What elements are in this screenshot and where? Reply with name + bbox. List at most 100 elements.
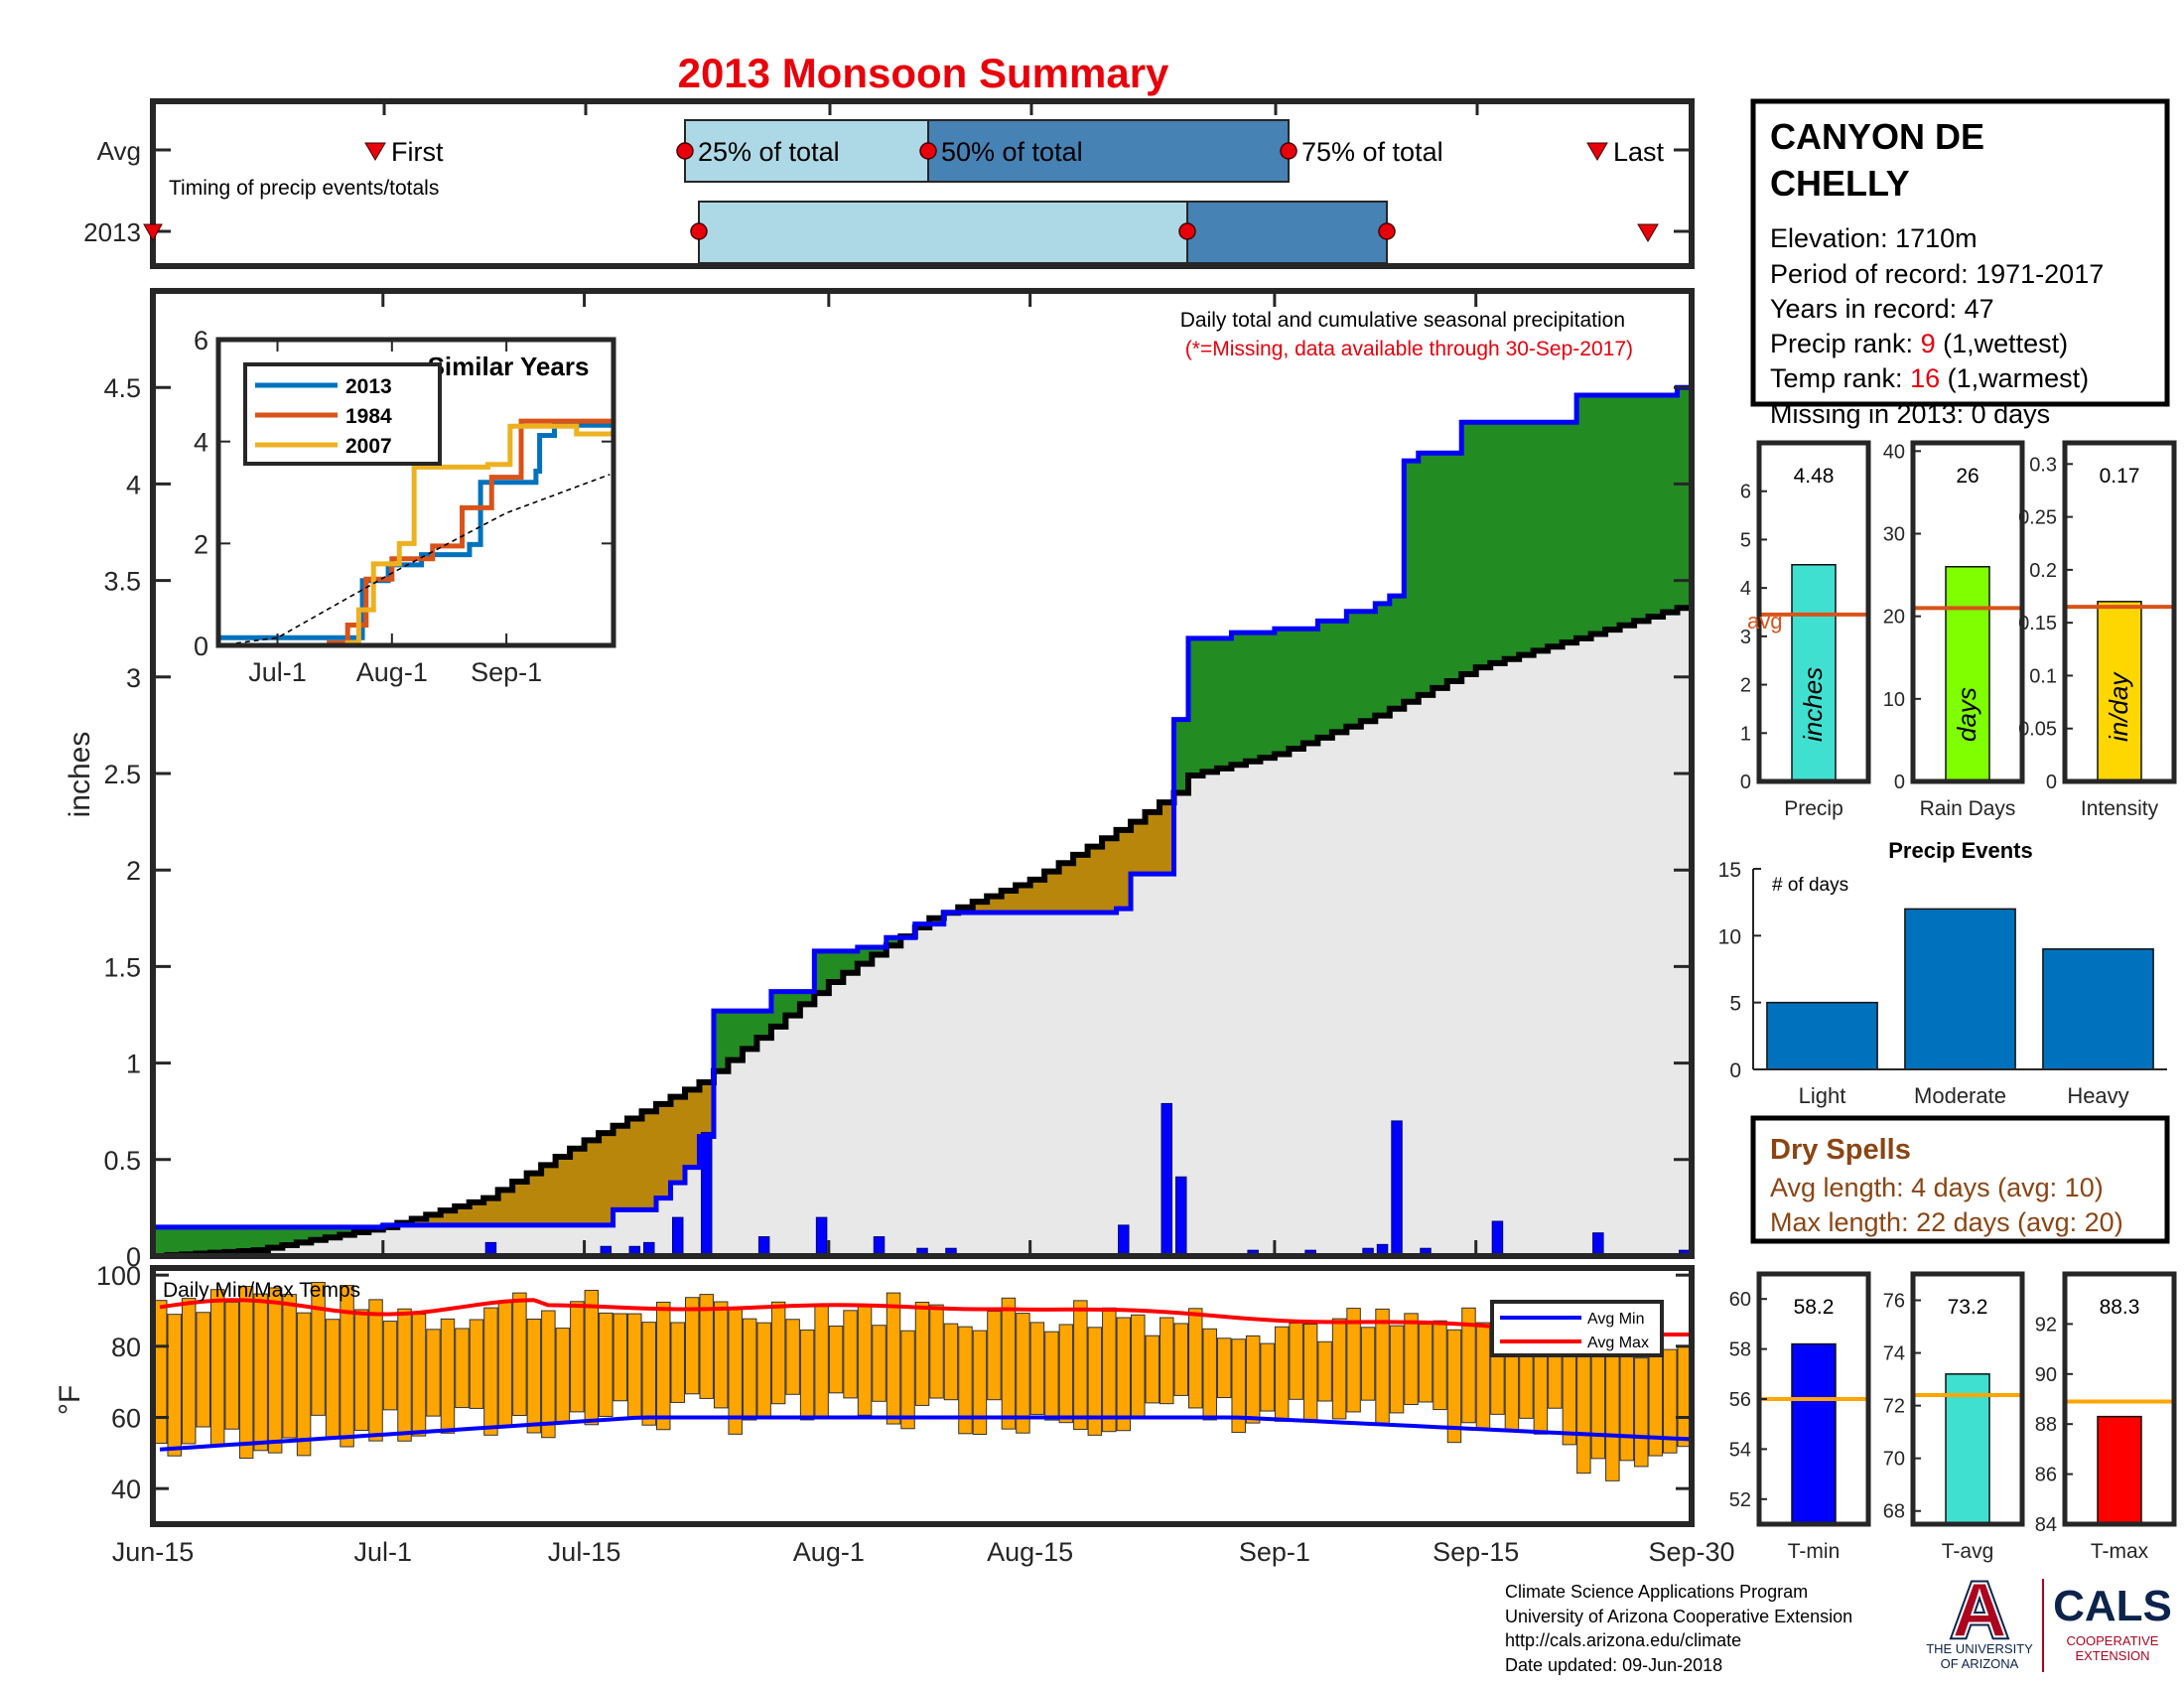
below-average-fill xyxy=(1001,891,1017,913)
obs-50-marker xyxy=(1178,222,1196,240)
daily-temp-bar xyxy=(1001,1297,1017,1430)
mini-y-tick-label: 40 xyxy=(1883,441,1905,463)
events-y-tick-label: 10 xyxy=(1718,925,1741,948)
daily-temp-bar xyxy=(1187,1308,1203,1409)
above-average-fill xyxy=(857,946,874,964)
mini-y-tick-label: 84 xyxy=(2035,1514,2057,1536)
daily-temp-bar xyxy=(900,1330,915,1430)
main-note-1: Daily total and cumulative seasonal prec… xyxy=(1180,309,1625,332)
below-average-fill xyxy=(469,1201,484,1225)
mini-unit-label: in/day xyxy=(2104,671,2133,742)
dry-spells-max: Max length: 22 days (avg: 20) xyxy=(1770,1207,2123,1237)
daily-precip-bar xyxy=(1391,1120,1403,1256)
mini-y-tick-label: 68 xyxy=(1883,1501,1905,1523)
legend-avgmin-label: Avg Min xyxy=(1587,1311,1645,1328)
mini-bar-1 xyxy=(1945,1373,1990,1525)
daily-temp-bar xyxy=(340,1285,354,1448)
daily-temp-bar xyxy=(1375,1308,1390,1426)
footer-line-1: Climate Science Applications Program xyxy=(1505,1582,1808,1602)
mini-y-tick-label: 76 xyxy=(1883,1291,1905,1313)
x-tick-label: Jun-15 xyxy=(112,1537,195,1567)
below-average-fill xyxy=(972,902,988,913)
above-average-fill xyxy=(1360,611,1377,722)
mini-value-label: 73.2 xyxy=(1948,1296,1988,1319)
daily-temp-bar xyxy=(253,1293,268,1452)
y-tick-label: 2 xyxy=(126,856,141,886)
daily-temp-bar xyxy=(1475,1322,1491,1431)
avg-last-marker xyxy=(1586,142,1608,161)
cals-line-1: COOPERATIVE xyxy=(2067,1633,2159,1648)
daily-temp-bar xyxy=(799,1329,815,1421)
avg-75-marker xyxy=(1280,142,1297,160)
daily-temp-bar xyxy=(455,1328,470,1409)
mini-category-label: Intensity xyxy=(2081,797,2159,820)
mini-category-label: T-avg xyxy=(1942,1540,1994,1563)
above-average-fill xyxy=(1245,633,1262,762)
similar-line-2007 xyxy=(218,423,614,645)
above-average-fill xyxy=(1404,461,1420,702)
daily-temp-bar xyxy=(699,1294,714,1399)
above-average-fill xyxy=(311,1226,327,1240)
station-precip-rank: Precip rank: 9 (1,wettest) xyxy=(1770,329,2068,358)
mini-y-tick-label: 0.15 xyxy=(2018,613,2057,634)
obs-first-marker xyxy=(143,223,163,242)
daily-temp-bar xyxy=(368,1299,383,1442)
y-tick-label: 3.5 xyxy=(103,567,141,597)
mini-avg-label: avg xyxy=(1747,609,1782,633)
below-average-fill xyxy=(1016,885,1031,913)
mini-category-label: T-min xyxy=(1788,1540,1841,1563)
daily-temp-bar xyxy=(1590,1349,1606,1460)
temp-ylabel: °F xyxy=(54,1385,86,1415)
above-average-fill xyxy=(814,950,830,994)
daily-precip-bar xyxy=(757,1236,770,1256)
daily-temp-bar xyxy=(770,1301,786,1405)
inset-x-tick-label: Jul-1 xyxy=(248,657,307,687)
below-average-fill xyxy=(426,1214,442,1225)
inset-legend-label: 2007 xyxy=(345,435,392,458)
below-average-fill xyxy=(1160,802,1175,875)
station-years: Years in record: 47 xyxy=(1770,294,1994,324)
station-temp-rank: Temp rank: 16 (1,warmest) xyxy=(1770,363,2089,393)
obs-last-marker xyxy=(1637,223,1659,242)
below-average-fill xyxy=(1145,811,1160,875)
daily-temp-bar xyxy=(742,1318,757,1421)
daily-temp-bar xyxy=(1360,1327,1376,1401)
inset-x-tick-label: Aug-1 xyxy=(356,657,428,687)
daily-temp-bar xyxy=(1160,1317,1174,1405)
above-average-fill xyxy=(756,1011,772,1039)
daily-temp-bar xyxy=(1029,1322,1045,1415)
above-average-fill xyxy=(1548,422,1564,647)
x-tick-label: Sep-15 xyxy=(1433,1537,1519,1567)
mini-frame xyxy=(1756,440,1871,784)
daily-temp-bar xyxy=(440,1318,456,1434)
daily-precip-bar xyxy=(628,1245,641,1256)
daily-temp-bar xyxy=(1102,1307,1117,1433)
daily-precip-bar xyxy=(1118,1224,1130,1256)
daily-temp-bar xyxy=(1446,1329,1462,1444)
below-average-fill xyxy=(656,1103,672,1198)
events-category-label: Moderate xyxy=(1914,1083,2006,1108)
footer-line-2: University of Arizona Cooperative Extens… xyxy=(1505,1607,1852,1626)
below-average-fill xyxy=(483,1197,499,1225)
y-tick-label: 4 xyxy=(126,470,141,499)
x-tick-label: Aug-15 xyxy=(987,1537,1073,1567)
mini-frame xyxy=(1910,1271,2025,1527)
ua-line-2: OF ARIZONA xyxy=(1941,1656,2019,1671)
events-category-label: Heavy xyxy=(2067,1083,2128,1108)
mini-y-tick-label: 88 xyxy=(2035,1414,2057,1436)
below-average-fill xyxy=(512,1182,528,1225)
above-average-fill xyxy=(1173,719,1189,793)
legend-avgmax-label: Avg Max xyxy=(1587,1335,1649,1351)
station-elevation: Elevation: 1710m xyxy=(1770,223,1978,253)
above-average-fill xyxy=(340,1226,355,1235)
temp-label: Daily Min/Max Temps xyxy=(163,1279,360,1302)
mini-y-tick-label: 0.3 xyxy=(2029,454,2057,476)
daily-temp-bar xyxy=(1260,1342,1275,1412)
events-y-tick-label: 5 xyxy=(1729,993,1741,1016)
daily-temp-bar xyxy=(469,1319,484,1409)
daily-temp-bar xyxy=(1389,1325,1405,1414)
below-average-fill xyxy=(699,1082,715,1137)
mini-y-tick-label: 56 xyxy=(1729,1389,1751,1411)
temp-frame xyxy=(150,1265,1695,1527)
temp-legend xyxy=(1490,1300,1664,1357)
